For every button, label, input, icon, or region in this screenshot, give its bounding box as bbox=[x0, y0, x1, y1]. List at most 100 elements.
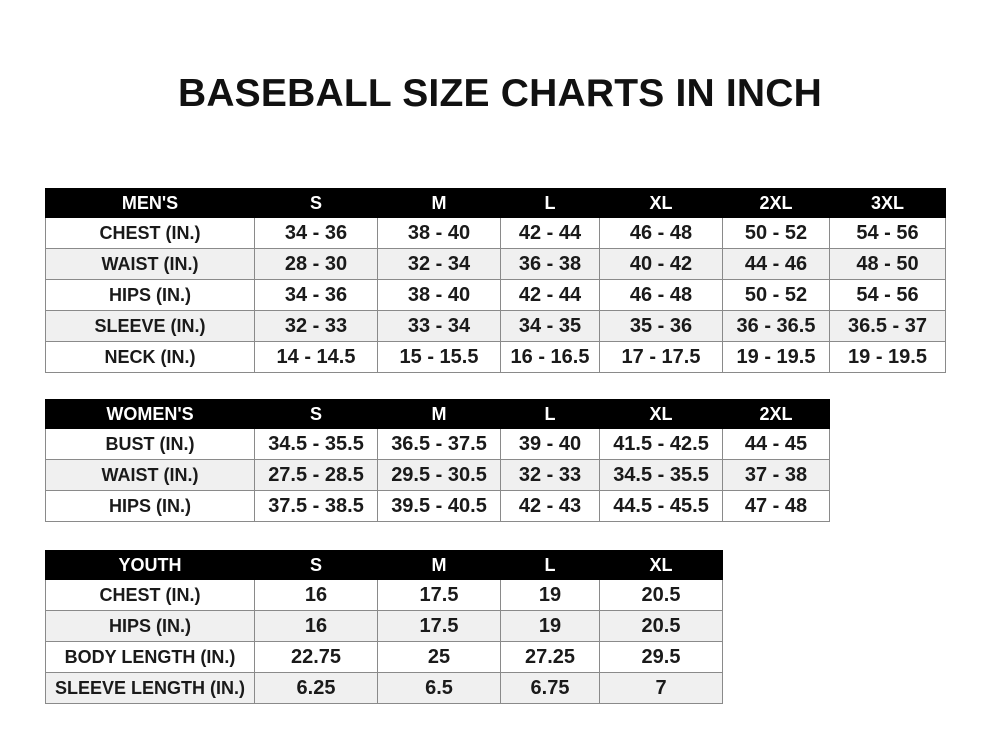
size-value: 32 - 33 bbox=[500, 459, 600, 491]
size-header: XL bbox=[599, 550, 723, 580]
size-value: 19 - 19.5 bbox=[829, 341, 946, 373]
measurement-label: HIPS (IN.) bbox=[45, 610, 255, 642]
size-header: XL bbox=[599, 399, 723, 429]
size-value: 29.5 bbox=[599, 641, 723, 673]
size-header: L bbox=[500, 550, 600, 580]
table-row: CHEST (IN.) 16 17.5 19 20.5 bbox=[45, 579, 723, 611]
size-value: 17.5 bbox=[377, 579, 501, 611]
size-value: 39 - 40 bbox=[500, 428, 600, 460]
size-value: 6.75 bbox=[500, 672, 600, 704]
size-value: 40 - 42 bbox=[599, 248, 723, 280]
size-value: 46 - 48 bbox=[599, 279, 723, 311]
size-value: 6.25 bbox=[254, 672, 378, 704]
size-value: 20.5 bbox=[599, 610, 723, 642]
size-header: M bbox=[377, 188, 501, 218]
table-row: NECK (IN.) 14 - 14.5 15 - 15.5 16 - 16.5 17 … bbox=[45, 341, 946, 373]
size-value: 15 - 15.5 bbox=[377, 341, 501, 373]
size-value: 54 - 56 bbox=[829, 217, 946, 249]
header-row: YOUTH S M L XL bbox=[45, 550, 723, 580]
mens-size-table: MEN'S S M L XL 2XL 3XL CHEST (IN.) 34 - 36 38 - 4… bbox=[45, 188, 946, 373]
size-value: 41.5 - 42.5 bbox=[599, 428, 723, 460]
size-value: 36.5 - 37.5 bbox=[377, 428, 501, 460]
table-row: BODY LENGTH (IN.) 22.75 25 27.25 29.5 bbox=[45, 641, 723, 673]
size-value: 17.5 bbox=[377, 610, 501, 642]
table-row: HIPS (IN.) 37.5 - 38.5 39.5 - 40.5 42 - 43 4… bbox=[45, 490, 830, 522]
table-row: HIPS (IN.) 34 - 36 38 - 40 42 - 44 46 - 48 50… bbox=[45, 279, 946, 311]
size-value: 37 - 38 bbox=[722, 459, 830, 491]
size-value: 42 - 44 bbox=[500, 217, 600, 249]
table-row: SLEEVE (IN.) 32 - 33 33 - 34 34 - 35 35 - 36… bbox=[45, 310, 946, 342]
size-value: 22.75 bbox=[254, 641, 378, 673]
page-title: BASEBALL SIZE CHARTS IN INCH bbox=[177, 72, 823, 115]
category-header: MEN'S bbox=[45, 188, 255, 218]
size-value: 50 - 52 bbox=[722, 217, 830, 249]
youth-size-table: YOUTH S M L XL CHEST (IN.) 16 17.5 19 20.5 HIPS (I… bbox=[45, 550, 723, 704]
measurement-label: HIPS (IN.) bbox=[45, 490, 255, 522]
size-value: 36.5 - 37 bbox=[829, 310, 946, 342]
table-row: SLEEVE LENGTH (IN.) 6.25 6.5 6.75 7 bbox=[45, 672, 723, 704]
measurement-label: BODY LENGTH (IN.) bbox=[45, 641, 255, 673]
size-value: 6.5 bbox=[377, 672, 501, 704]
size-value: 16 - 16.5 bbox=[500, 341, 600, 373]
size-header: S bbox=[254, 188, 378, 218]
womens-size-table: WOMEN'S S M L XL 2XL BUST (IN.) 34.5 - 35.5 36.5… bbox=[45, 399, 830, 522]
size-value: 36 - 36.5 bbox=[722, 310, 830, 342]
measurement-label: SLEEVE LENGTH (IN.) bbox=[45, 672, 255, 704]
size-header: S bbox=[254, 399, 378, 429]
size-value: 20.5 bbox=[599, 579, 723, 611]
measurement-label: HIPS (IN.) bbox=[45, 279, 255, 311]
size-header: M bbox=[377, 550, 501, 580]
measurement-label: WAIST (IN.) bbox=[45, 248, 255, 280]
size-value: 46 - 48 bbox=[599, 217, 723, 249]
size-header: 2XL bbox=[722, 188, 830, 218]
category-header: YOUTH bbox=[45, 550, 255, 580]
measurement-label: NECK (IN.) bbox=[45, 341, 255, 373]
size-header: L bbox=[500, 188, 600, 218]
size-value: 37.5 - 38.5 bbox=[254, 490, 378, 522]
size-header: 2XL bbox=[722, 399, 830, 429]
size-value: 54 - 56 bbox=[829, 279, 946, 311]
size-value: 14 - 14.5 bbox=[254, 341, 378, 373]
size-value: 34 - 35 bbox=[500, 310, 600, 342]
size-value: 29.5 - 30.5 bbox=[377, 459, 501, 491]
size-value: 28 - 30 bbox=[254, 248, 378, 280]
size-value: 42 - 44 bbox=[500, 279, 600, 311]
size-value: 7 bbox=[599, 672, 723, 704]
header-row: WOMEN'S S M L XL 2XL bbox=[45, 399, 830, 429]
size-value: 19 - 19.5 bbox=[722, 341, 830, 373]
size-value: 35 - 36 bbox=[599, 310, 723, 342]
size-value: 50 - 52 bbox=[722, 279, 830, 311]
size-header: L bbox=[500, 399, 600, 429]
size-value: 34 - 36 bbox=[254, 217, 378, 249]
size-header: XL bbox=[599, 188, 723, 218]
size-value: 42 - 43 bbox=[500, 490, 600, 522]
size-value: 47 - 48 bbox=[722, 490, 830, 522]
size-value: 17 - 17.5 bbox=[599, 341, 723, 373]
header-row: MEN'S S M L XL 2XL 3XL bbox=[45, 188, 946, 218]
category-header: WOMEN'S bbox=[45, 399, 255, 429]
measurement-label: WAIST (IN.) bbox=[45, 459, 255, 491]
table-row: WAIST (IN.) 27.5 - 28.5 29.5 - 30.5 32 - 33… bbox=[45, 459, 830, 491]
size-value: 34.5 - 35.5 bbox=[599, 459, 723, 491]
size-value: 34 - 36 bbox=[254, 279, 378, 311]
size-value: 32 - 34 bbox=[377, 248, 501, 280]
size-header: S bbox=[254, 550, 378, 580]
measurement-label: CHEST (IN.) bbox=[45, 579, 255, 611]
size-value: 44.5 - 45.5 bbox=[599, 490, 723, 522]
size-value: 36 - 38 bbox=[500, 248, 600, 280]
size-header: M bbox=[377, 399, 501, 429]
table-row: HIPS (IN.) 16 17.5 19 20.5 bbox=[45, 610, 723, 642]
size-value: 19 bbox=[500, 610, 600, 642]
size-value: 27.25 bbox=[500, 641, 600, 673]
size-value: 16 bbox=[254, 579, 378, 611]
size-value: 44 - 45 bbox=[722, 428, 830, 460]
size-value: 16 bbox=[254, 610, 378, 642]
table-row: BUST (IN.) 34.5 - 35.5 36.5 - 37.5 39 - 40 4… bbox=[45, 428, 830, 460]
size-value: 39.5 - 40.5 bbox=[377, 490, 501, 522]
measurement-label: BUST (IN.) bbox=[45, 428, 255, 460]
size-value: 48 - 50 bbox=[829, 248, 946, 280]
size-value: 44 - 46 bbox=[722, 248, 830, 280]
size-value: 25 bbox=[377, 641, 501, 673]
size-value: 34.5 - 35.5 bbox=[254, 428, 378, 460]
measurement-label: CHEST (IN.) bbox=[45, 217, 255, 249]
